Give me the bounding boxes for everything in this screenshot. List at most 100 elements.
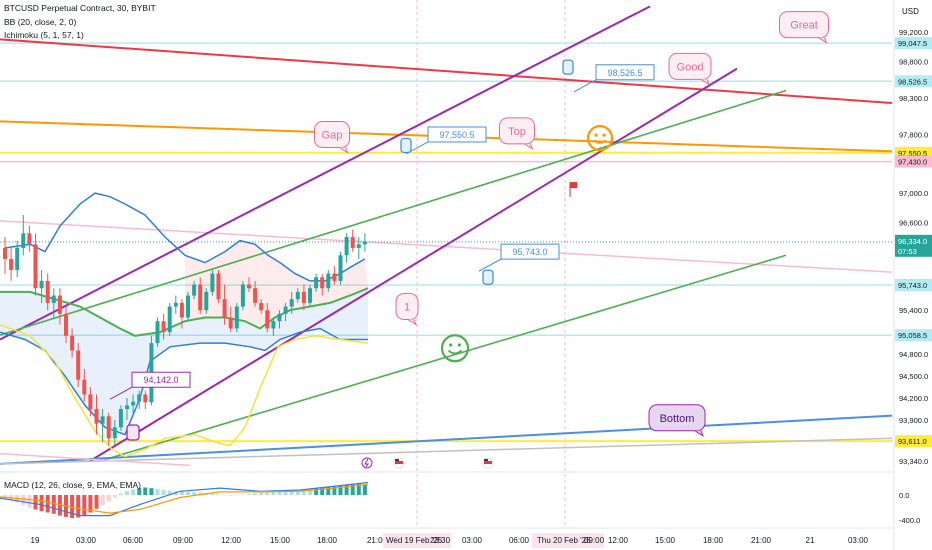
- trend-line-gray: [0, 437, 893, 465]
- candle-body: [155, 321, 160, 344]
- countdown-label: 07:53: [898, 247, 917, 256]
- time-axis-tick: 21:00: [751, 536, 772, 545]
- callout-label: Bottom: [660, 413, 695, 425]
- trend-line-green-lower: [99, 254, 787, 462]
- price-note-box: [131, 371, 191, 388]
- macd-histogram-bar: [332, 486, 337, 495]
- time-highlight-label: 09:00: [584, 536, 605, 545]
- macd-histogram-bar: [155, 488, 160, 495]
- macd-histogram-bar: [70, 495, 75, 519]
- macd-histogram-bar: [57, 495, 62, 516]
- candle-body: [106, 416, 111, 439]
- price-axis-label-box: [895, 37, 932, 50]
- callout-bubble: [395, 293, 419, 321]
- dizzy-face-icon: [440, 334, 470, 363]
- callout-tail: [694, 430, 705, 438]
- price-axis-tick: 93,900.0: [899, 416, 928, 425]
- time-axis-tick: 06:00: [509, 536, 530, 545]
- candle-body: [362, 241, 367, 245]
- macd-histogram-bar: [259, 492, 264, 495]
- macd-histogram-bar: [45, 495, 50, 513]
- candle-body: [332, 273, 337, 281]
- callout-tail: [818, 37, 828, 44]
- lightning-icon: [361, 457, 373, 469]
- time-axis-tick: 18:00: [317, 536, 338, 545]
- price-axis-tick: 97,800.0: [899, 130, 928, 139]
- macd-histogram-bar: [179, 491, 184, 495]
- macd-histogram-bar: [149, 488, 154, 495]
- last-price-label: 96,334.0: [898, 237, 927, 246]
- trend-line-chan-upper: [0, 5, 651, 341]
- price-note-leader: [573, 79, 597, 93]
- candle-body: [88, 394, 93, 410]
- time-axis-tick: 18:00: [703, 536, 724, 545]
- dizzy-face-icon-eye: [449, 343, 453, 347]
- macd-histogram-bar: [271, 492, 276, 495]
- macd-legend[interactable]: MACD (12, 26, close, 9, EMA, EMA): [4, 480, 141, 490]
- macd-histogram-bar: [106, 495, 111, 502]
- happy-face-icon: [586, 125, 614, 152]
- happy-face-icon-eye: [602, 133, 606, 137]
- macd-histogram-bar: [186, 491, 190, 495]
- candle-body: [51, 295, 56, 303]
- macd-line: [0, 481, 369, 517]
- candle-body: [143, 394, 148, 403]
- bb-legend[interactable]: BB (20, close, 2, 0): [4, 17, 77, 27]
- candle-body: [320, 277, 325, 289]
- time-axis-tick: 06:00: [123, 536, 144, 545]
- trend-line-green-upper: [0, 89, 787, 336]
- macd-histogram-bar: [76, 495, 81, 518]
- callout-bubble: [648, 404, 706, 432]
- callout-bubble: [779, 11, 829, 39]
- candle-body: [204, 291, 209, 311]
- macd-histogram-bar: [118, 493, 123, 495]
- time-axis-tick: 21:00: [367, 536, 388, 545]
- pointing-hand-icon: [482, 269, 494, 285]
- price-axis-tick: 94,800.0: [899, 350, 928, 359]
- price-axis-tick: 95,400.0: [899, 306, 928, 315]
- macd-histogram-bar: [362, 484, 367, 495]
- price-axis-label: 98,526.5: [898, 77, 927, 86]
- candle-body: [100, 416, 105, 424]
- macd-histogram-bar: [167, 490, 172, 495]
- macd-histogram-bar: [253, 493, 258, 495]
- candle-body: [253, 288, 258, 303]
- trend-line-red: [0, 38, 893, 105]
- candle-body: [161, 321, 166, 333]
- symbol-legend[interactable]: BTCUSD Perpetual Contract, 30, BYBIT: [4, 3, 156, 13]
- candle-body: [289, 299, 294, 307]
- dizzy-face-icon-eye: [457, 343, 461, 347]
- pointing-hand-icon: [126, 424, 140, 441]
- macd-histogram-bar: [39, 495, 44, 512]
- ichimoku-lagging-line: [0, 324, 369, 458]
- candle-body: [33, 244, 38, 289]
- price-note-label: 97,550.5: [439, 130, 474, 140]
- time-axis-tick: 03:00: [462, 536, 483, 545]
- macd-histogram-bar: [161, 490, 166, 495]
- time-highlight-box: [383, 533, 451, 548]
- candle-body: [210, 273, 215, 292]
- macd-histogram-bar: [344, 485, 349, 495]
- callout-bubble: [668, 52, 712, 80]
- macd-histogram-bar: [234, 495, 239, 496]
- callout-tail: [339, 147, 349, 154]
- candle-body: [186, 295, 190, 318]
- candle-body: [338, 255, 343, 281]
- candle-body: [198, 284, 203, 311]
- time-axis-tick: 03:00: [76, 536, 97, 545]
- us-flag-icon-canton: [484, 459, 488, 461]
- macd-histogram-bar: [100, 495, 105, 505]
- macd-histogram-bar: [283, 491, 288, 495]
- us-flag-icon-stripe: [484, 461, 492, 464]
- candle-body: [125, 405, 129, 410]
- callout-bubble: [314, 120, 350, 148]
- candle-body: [265, 310, 270, 329]
- candle-body: [64, 313, 68, 336]
- candle-body: [216, 273, 221, 300]
- price-axis-tick: 98,800.0: [899, 57, 928, 66]
- macd-histogram-bar: [27, 495, 32, 508]
- macd-signal-line: [0, 483, 369, 514]
- ichimoku-legend[interactable]: Ichimoku (5, 1, 57, 1): [4, 30, 84, 40]
